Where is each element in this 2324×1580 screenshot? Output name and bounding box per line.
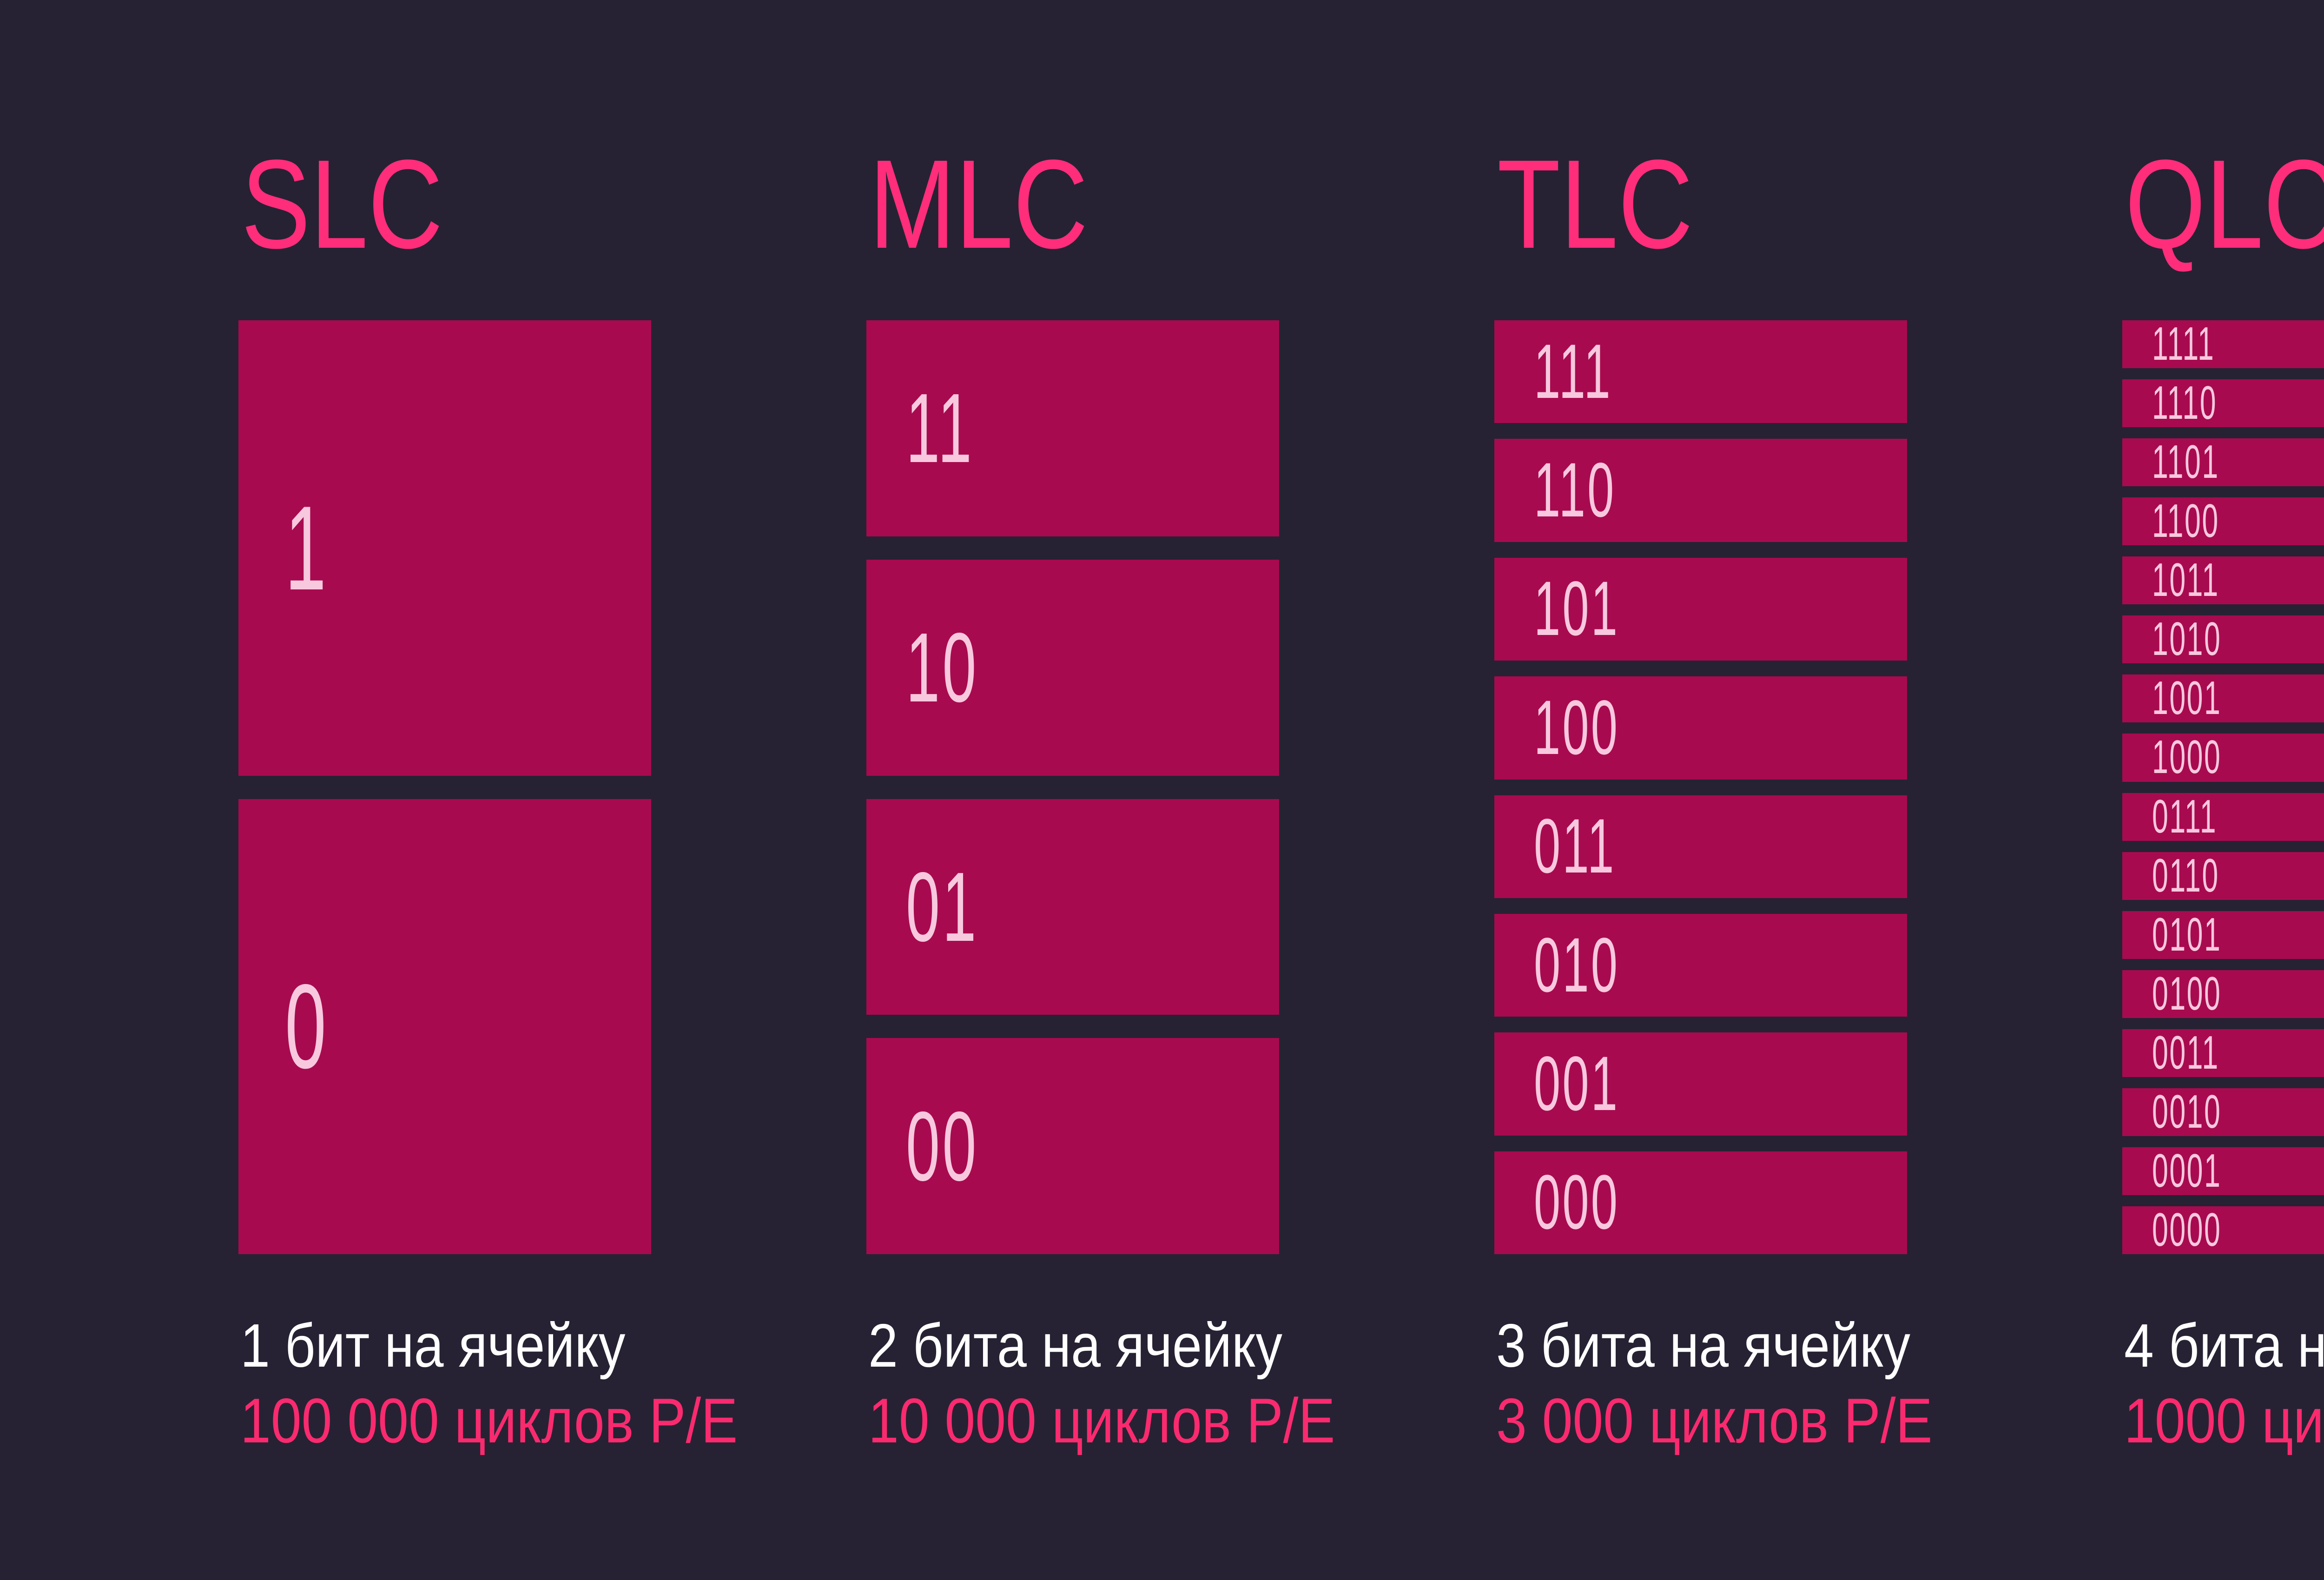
pe-cycles-label-mlc: 10 000 циклов P/E — [868, 1385, 1335, 1456]
cell-stack-tlc: 111 110 101 100 011 010 001 000 — [1494, 320, 1907, 1254]
memory-cell-slc-0: 0 — [238, 799, 651, 1254]
cell-value: 1110 — [2152, 377, 2218, 430]
bits-per-cell-label-slc: 1 бит на ячейку — [240, 1311, 626, 1380]
memory-cell-qlc-1001: 1001 — [2122, 672, 2324, 725]
cell-value: 1010 — [2152, 613, 2222, 666]
cell-value: 1111 — [2152, 318, 2215, 370]
memory-cell-slc-1: 1 — [238, 320, 651, 776]
memory-cell-qlc-1000: 1000 — [2122, 731, 2324, 784]
memory-cell-qlc-1100: 1100 — [2122, 495, 2324, 548]
cell-value: 0010 — [2152, 1085, 2222, 1138]
cell-value: 0 — [285, 959, 330, 1094]
cell-value: 0101 — [2152, 908, 2222, 961]
bits-per-cell-label-tlc: 3 бита на ячейку — [1496, 1311, 1910, 1380]
pe-cycles-label-qlc: 1000 циклов P/E — [2124, 1385, 2324, 1456]
memory-cell-tlc-000: 000 — [1494, 1151, 1907, 1254]
memory-cell-qlc-1011: 1011 — [2122, 554, 2324, 607]
memory-cell-qlc-0101: 0101 — [2122, 911, 2324, 959]
cell-value: 00 — [906, 1091, 979, 1201]
column-title-slc: SLC — [241, 133, 443, 275]
pe-cycles-label-slc: 100 000 циклов P/E — [240, 1385, 738, 1456]
memory-cell-tlc-111: 111 — [1494, 320, 1907, 423]
memory-cell-qlc-1010: 1010 — [2122, 613, 2324, 666]
cell-value: 010 — [1534, 922, 1620, 1008]
memory-cell-tlc-001: 001 — [1494, 1032, 1907, 1136]
memory-cell-mlc-00: 00 — [866, 1038, 1279, 1254]
memory-cell-tlc-011: 011 — [1494, 795, 1907, 898]
cell-value: 1101 — [2152, 436, 2219, 489]
cell-value: 1001 — [2152, 672, 2222, 725]
cell-value: 01 — [906, 851, 979, 962]
cell-value: 0110 — [2152, 849, 2219, 902]
column-mlc: MLC 11 10 01 00 2 бита на ячейку 10 000 циклов… — [866, 0, 1335, 1580]
cell-stack-qlc: 1111 1110 1101 1100 1011 1010 1001 1000 0111 0110… — [2122, 320, 2324, 1254]
column-slc: SLC 1 0 1 бит на ячейку 100 000 циклов P/E — [238, 0, 738, 1580]
memory-cell-tlc-101: 101 — [1494, 557, 1907, 661]
memory-cell-qlc-1101: 1101 — [2122, 436, 2324, 489]
memory-cell-qlc-0011: 0011 — [2122, 1029, 2324, 1077]
cell-value: 10 — [906, 612, 979, 723]
cell-value: 1000 — [2152, 731, 2222, 784]
memory-cell-mlc-11: 11 — [866, 320, 1279, 536]
cell-value: 0100 — [2152, 967, 2222, 1020]
memory-cell-qlc-0111: 0111 — [2122, 793, 2324, 841]
memory-cell-qlc-0000: 0000 — [2122, 1206, 2324, 1254]
memory-cell-tlc-010: 010 — [1494, 913, 1907, 1017]
memory-cell-qlc-0100: 0100 — [2122, 970, 2324, 1018]
column-title-tlc: TLC — [1497, 133, 1693, 275]
cell-value: 1 — [285, 480, 330, 615]
cell-value: 0011 — [2152, 1026, 2219, 1079]
column-title-qlc: QLC — [2125, 133, 2324, 275]
column-footer-mlc: 2 бита на ячейку 10 000 циклов P/E — [868, 1312, 1405, 1455]
column-footer-slc: 1 бит на ячейку 100 000 циклов P/E — [240, 1312, 812, 1455]
cell-value: 1011 — [2152, 554, 2219, 607]
memory-cell-qlc-0010: 0010 — [2122, 1088, 2324, 1136]
cell-stack-mlc: 11 10 01 00 — [866, 320, 1279, 1254]
column-tlc: TLC 111 110 101 100 011 010 001 000 3 бита на яче… — [1494, 0, 1933, 1580]
cell-value: 0000 — [2152, 1203, 2222, 1256]
cell-value: 11 — [906, 373, 974, 483]
pe-cycles-label-tlc: 3 000 циклов P/E — [1496, 1385, 1933, 1456]
cell-value: 111 — [1534, 328, 1612, 415]
memory-cell-qlc-0001: 0001 — [2122, 1147, 2324, 1195]
cell-value: 110 — [1534, 447, 1616, 534]
memory-cell-tlc-100: 100 — [1494, 676, 1907, 780]
cell-value: 100 — [1534, 684, 1620, 771]
bits-per-cell-label-qlc: 4 бита на ячейку — [2124, 1311, 2324, 1380]
cell-value: 0111 — [2152, 790, 2218, 843]
memory-cell-tlc-110: 110 — [1494, 439, 1907, 542]
memory-cell-mlc-10: 10 — [866, 559, 1279, 776]
memory-cell-qlc-1111: 1111 — [2122, 318, 2324, 370]
cell-value: 101 — [1534, 566, 1620, 652]
memory-cell-qlc-0110: 0110 — [2122, 852, 2324, 900]
cell-value: 001 — [1534, 1040, 1620, 1127]
memory-cell-qlc-1110: 1110 — [2122, 377, 2324, 430]
cell-value: 000 — [1534, 1159, 1620, 1246]
column-title-mlc: MLC — [869, 133, 1088, 275]
cell-value: 0001 — [2152, 1144, 2222, 1197]
cell-value: 1100 — [2152, 495, 2219, 548]
column-qlc: QLC 1111 1110 1101 1100 1011 1010 1001 1000 0111 0… — [2122, 0, 2324, 1580]
cell-value: 011 — [1534, 803, 1616, 890]
column-footer-tlc: 3 бита на ячейку 3 000 циклов P/E — [1496, 1312, 1998, 1455]
memory-cell-mlc-01: 01 — [866, 799, 1279, 1015]
bits-per-cell-label-mlc: 2 бита на ячейку — [868, 1311, 1282, 1380]
